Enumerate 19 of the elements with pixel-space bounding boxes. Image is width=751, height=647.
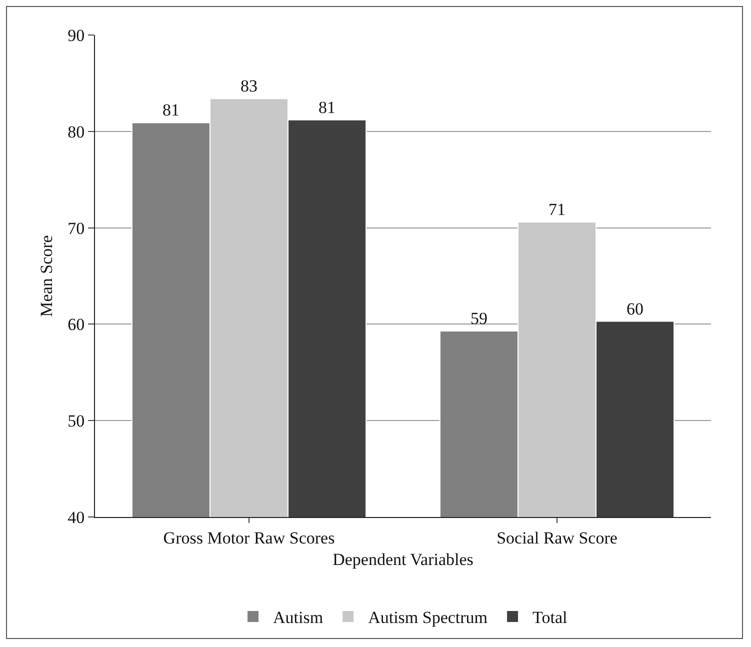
y-tick-label: 70 [68, 218, 85, 238]
x-tick-label: Gross Motor Raw Scores [163, 528, 335, 548]
x-axis-title: Dependent Variables [332, 550, 474, 569]
data-label: 60 [626, 299, 644, 318]
y-tick-label: 80 [68, 122, 85, 142]
data-label: 81 [162, 100, 180, 120]
y-axis-title: Mean Score [37, 235, 56, 317]
legend-label: Autism Spectrum [368, 608, 488, 628]
data-label: 83 [240, 76, 258, 96]
y-tick-label: 60 [68, 315, 85, 334]
y-tick-label: 90 [68, 26, 85, 45]
data-label: 81 [318, 98, 336, 117]
y-tick-label: 40 [68, 508, 85, 527]
legend-label: Autism [273, 608, 324, 628]
data-label: 71 [548, 200, 566, 220]
legend-label: Total [532, 608, 568, 628]
y-tick-label: 50 [68, 412, 85, 431]
x-tick-label: Social Raw Score [496, 528, 618, 548]
data-label: 59 [470, 308, 488, 328]
